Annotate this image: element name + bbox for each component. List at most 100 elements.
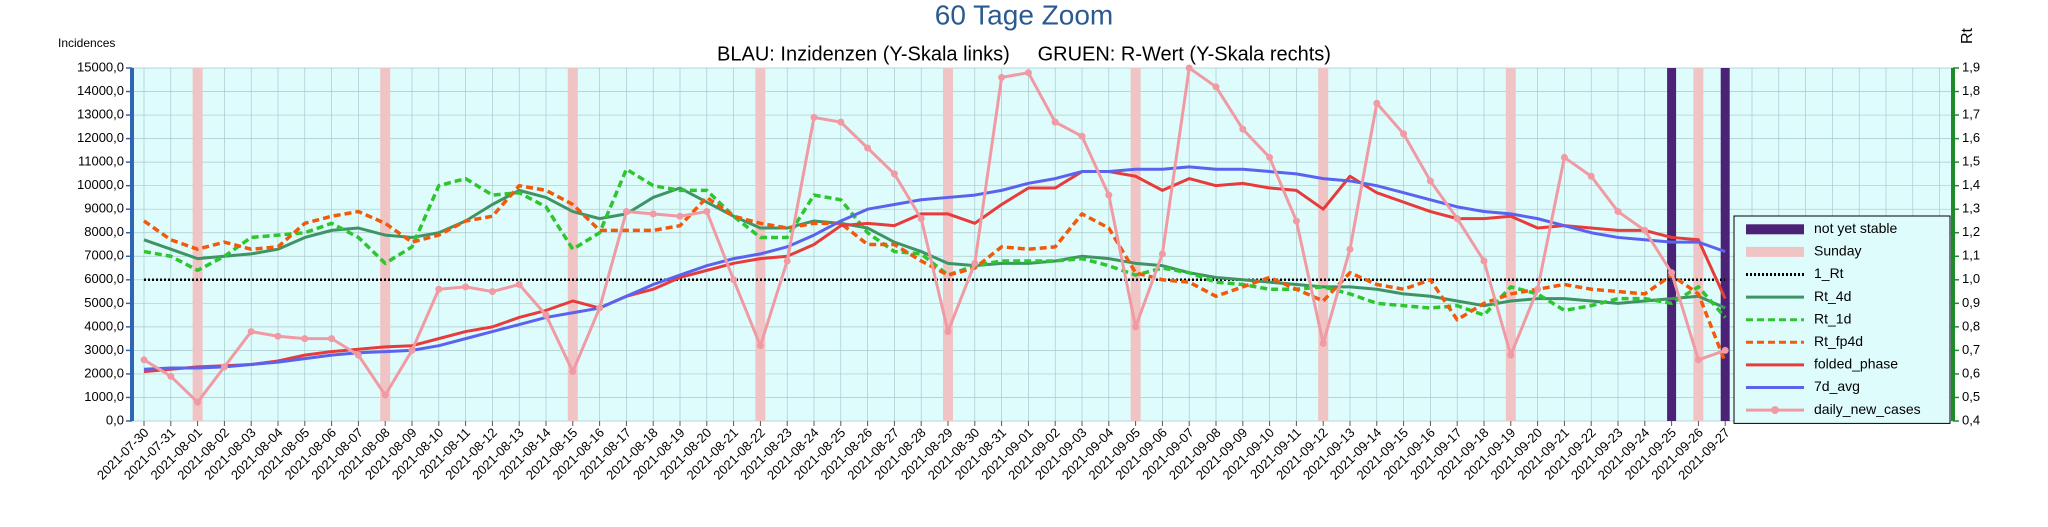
point <box>1319 339 1327 347</box>
y2-tick-label: 1,7 <box>1962 107 1980 122</box>
point <box>1266 153 1274 161</box>
point <box>810 113 818 121</box>
point <box>435 285 443 293</box>
point <box>730 276 738 284</box>
point <box>783 257 791 265</box>
y-tick-label: 2000,0 <box>84 365 124 380</box>
y2-tick-label: 0,6 <box>1962 365 1980 380</box>
y-tick-label: 5000,0 <box>84 295 124 310</box>
point <box>167 372 175 380</box>
y-tick-label: 0,0 <box>106 412 124 427</box>
point <box>1373 99 1381 107</box>
series-line <box>143 167 1727 319</box>
band <box>943 68 953 421</box>
legend: not yet stable Sunday 1_Rt Rt_4d Rt_1d Rt_fp4… <box>1733 215 1951 424</box>
legend-label: Rt_4d <box>1814 288 1851 304</box>
point <box>890 170 898 178</box>
y2-tick-label: 1,0 <box>1962 271 1980 286</box>
point <box>1024 69 1032 77</box>
point <box>1560 153 1568 161</box>
point <box>864 144 872 152</box>
point <box>140 356 148 364</box>
series-line <box>142 183 1727 363</box>
point <box>596 304 604 312</box>
y-tick-label: 14000,0 <box>77 83 124 98</box>
point <box>1694 356 1702 364</box>
point <box>1346 245 1354 253</box>
y2-tick-label: 1,4 <box>1962 177 1980 192</box>
legend-swatch <box>1746 224 1804 235</box>
y-tick-label: 15000,0 <box>77 59 124 74</box>
point <box>1105 191 1113 199</box>
y2-axis-label: Rt <box>1959 27 1976 44</box>
point <box>1480 257 1488 265</box>
point <box>1051 118 1059 126</box>
point <box>1641 226 1649 234</box>
point <box>1721 346 1729 354</box>
point <box>488 288 496 296</box>
point <box>1078 132 1086 140</box>
point <box>649 210 657 218</box>
band <box>1130 68 1141 421</box>
point <box>1507 351 1515 359</box>
band <box>755 68 766 421</box>
y2-tick-label: 0,5 <box>1962 389 1980 404</box>
point <box>1132 323 1140 331</box>
band <box>1720 68 1730 421</box>
point <box>381 391 389 399</box>
legend-marker <box>1771 406 1779 415</box>
y2-tick-label: 1,5 <box>1962 154 1980 169</box>
point <box>1668 269 1676 277</box>
point <box>462 283 470 291</box>
legend-label: folded_phase <box>1814 356 1898 372</box>
y2-tick-label: 0,9 <box>1962 295 1980 310</box>
plot-area <box>132 68 1953 421</box>
point <box>1534 285 1542 293</box>
legend-label: 7d_avg <box>1814 378 1860 394</box>
y-tick-label: 11000,0 <box>78 154 124 169</box>
y-axis-label: Incidences <box>58 36 115 50</box>
point <box>1453 215 1461 223</box>
point <box>247 328 255 336</box>
point <box>917 215 925 223</box>
point <box>220 363 228 371</box>
point <box>703 208 711 216</box>
band <box>1667 68 1677 421</box>
y2-tick-label: 1,3 <box>1962 201 1980 216</box>
y-tick-label: 8000,0 <box>84 224 124 239</box>
series-line <box>143 170 1727 374</box>
point <box>194 398 202 406</box>
band <box>1505 68 1516 421</box>
point <box>408 346 416 354</box>
chart-subtitle: BLAU: Inzidenzen (Y-Skala links) GRUEN: … <box>717 43 1331 65</box>
point <box>274 332 282 340</box>
legend-label: not yet stable <box>1814 220 1897 236</box>
chart-title: 60 Tage Zoom <box>935 0 1114 30</box>
legend-label: Sunday <box>1814 243 1861 259</box>
legend-label: daily_new_cases <box>1814 401 1921 417</box>
point <box>756 342 764 350</box>
band <box>1693 68 1704 421</box>
point <box>515 281 523 289</box>
band <box>567 68 578 421</box>
point <box>301 335 309 343</box>
point <box>1185 64 1193 72</box>
point <box>1400 130 1408 138</box>
point <box>944 328 952 336</box>
y2-tick-label: 0,7 <box>1962 342 1980 357</box>
point <box>1158 250 1166 258</box>
point <box>676 212 684 220</box>
series-line <box>143 165 1726 371</box>
y2-tick-label: 1,6 <box>1962 130 1980 145</box>
y-tick-label: 13000,0 <box>77 107 124 122</box>
y-tick-label: 9000,0 <box>84 201 124 216</box>
point <box>1292 217 1300 225</box>
y-tick-label: 6000,0 <box>84 271 124 286</box>
legend-label: 1_Rt <box>1814 265 1844 281</box>
point <box>837 118 845 126</box>
y2-tick-label: 0,4 <box>1962 412 1980 427</box>
point <box>1426 177 1434 185</box>
y-tick-label: 12000,0 <box>77 130 124 145</box>
legend-label: Rt_1d <box>1814 310 1851 326</box>
